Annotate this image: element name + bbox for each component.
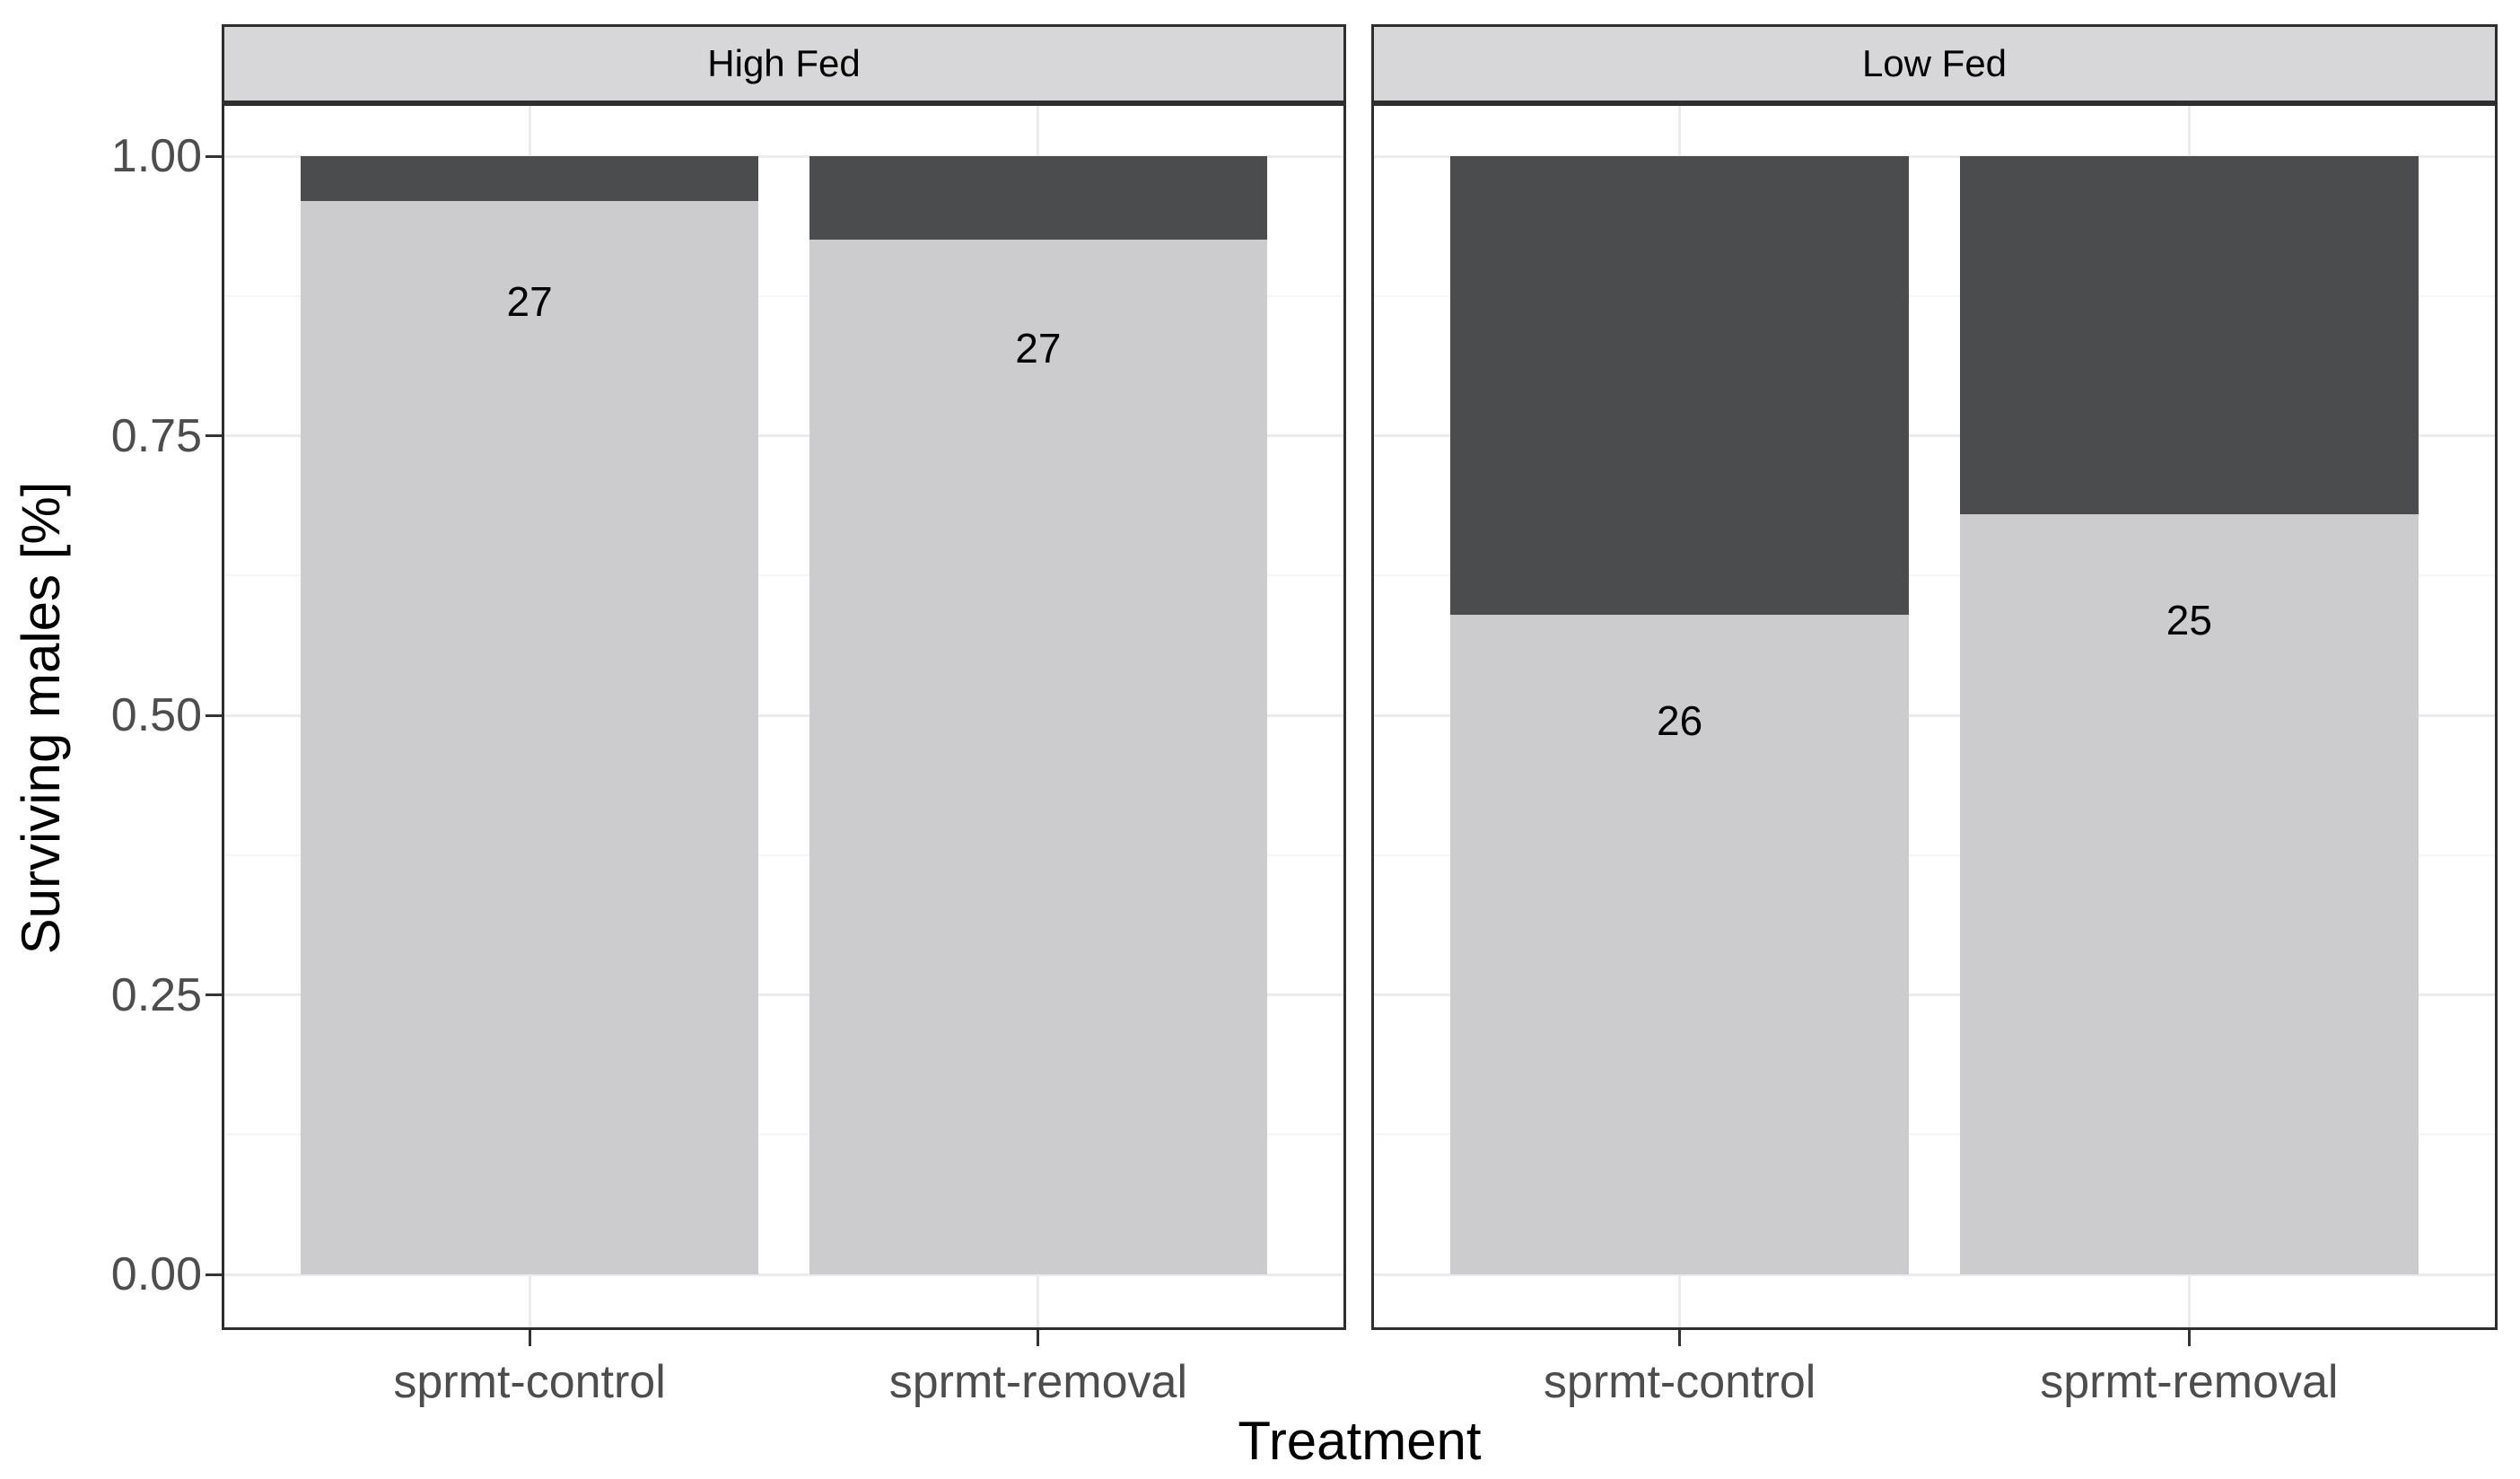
gridline-horizontal-minor [1374,853,2495,856]
y-tick-mark [206,993,222,996]
gridline-horizontal-major [1374,434,2495,437]
gridline-horizontal-major [224,993,1343,996]
bar-count-label: 27 [506,277,553,325]
bar-segment-light [1450,614,1910,1274]
bar-count-label: 25 [2166,597,2212,644]
x-tick-mark [1678,1330,1682,1346]
gridline-horizontal-minor [224,853,1343,856]
bar-segment-light [301,200,759,1274]
gridline-horizontal-major [1374,993,2495,996]
y-tick-mark [206,1273,222,1276]
x-tick-mark [2187,1330,2191,1346]
x-tick-mark [528,1330,531,1346]
gridline-horizontal-minor [224,574,1343,577]
bar-segment-light [1959,513,2419,1274]
bar-segment-light [809,240,1267,1274]
y-tick-label: 0.75 [110,409,202,462]
gridline-horizontal-minor [1374,1133,2495,1136]
gridline-horizontal-major [224,1273,1343,1276]
x-category-label: sprmt-control [1543,1356,1816,1408]
bar-segment-dark [1959,156,2419,514]
gridline-horizontal-minor [224,294,1343,297]
bar-count-label: 27 [1015,325,1062,372]
gridline-horizontal-major [1374,154,2495,158]
x-tick-mark [1037,1330,1040,1346]
y-tick-label: 0.25 [110,968,202,1021]
bar-segment-dark [301,156,759,201]
facet-strip-label: High Fed [707,42,861,84]
gridline-horizontal-major [224,713,1343,717]
x-category-label: sprmt-removal [2040,1356,2339,1408]
y-tick-mark [206,434,222,437]
y-tick-label: 1.00 [110,130,202,182]
gridline-horizontal-major [224,154,1343,158]
gridline-horizontal-major [224,434,1343,437]
gridline-horizontal-major [1374,713,2495,717]
gridline-horizontal-major [1374,1273,2495,1276]
y-tick-mark [206,713,222,717]
bar-segment-dark [1450,156,1910,615]
facet-strip-label: Low Fed [1861,42,2008,84]
facet-strip: High Fed [222,24,1346,103]
facet-panel: 26 25 [1371,103,2498,1330]
bar-count-label: 26 [1657,697,1703,745]
x-category-label: sprmt-removal [888,1356,1188,1408]
x-category-label: sprmt-control [393,1356,666,1408]
facet-panel: 27 27 [222,103,1346,1330]
facet-strip: Low Fed [1371,24,2498,103]
x-axis-title: Treatment [1238,1411,1482,1471]
y-tick-label: 0.50 [110,689,202,741]
bar-segment-dark [809,156,1267,241]
gridline-horizontal-minor [1374,574,2495,577]
gridline-horizontal-minor [1374,294,2495,297]
y-tick-label: 0.00 [110,1248,202,1300]
gridline-horizontal-minor [224,1133,1343,1136]
y-tick-mark [206,154,222,158]
